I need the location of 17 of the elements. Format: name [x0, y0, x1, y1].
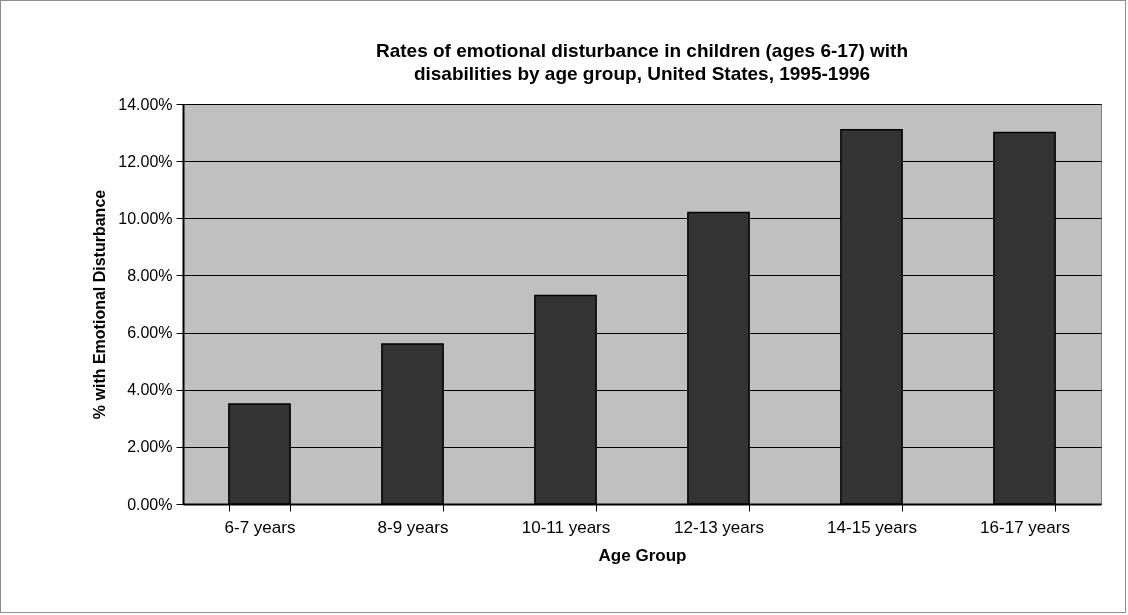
- y-tick-label: 8.00%: [127, 266, 173, 284]
- x-axis-title: Age Group: [598, 545, 687, 565]
- y-axis-title: % with Emotional Disturbance: [91, 189, 109, 420]
- y-tick-label: 6.00%: [127, 324, 173, 342]
- x-tick-label: 14-15 years: [827, 517, 917, 537]
- x-tick-label: 6-7 years: [224, 517, 296, 537]
- y-tick-label: 0.00%: [127, 495, 173, 513]
- x-tick-label: 12-13 years: [674, 517, 764, 537]
- y-tick-label: 14.00%: [118, 95, 173, 113]
- x-tick-label: 16-17 years: [980, 517, 1070, 537]
- x-tick-label: 8-9 years: [377, 517, 449, 537]
- y-tick-label: 2.00%: [127, 438, 173, 456]
- x-tick-label: 10-11 years: [521, 517, 611, 537]
- y-tick-label: 10.00%: [118, 209, 173, 227]
- chart-title: Rates of emotional disturbance in children (ages 6-17) with disabilities by age group, United States, 1995-1996: [375, 40, 909, 84]
- y-tick-label: 4.00%: [127, 381, 173, 399]
- y-tick-label: 12.00%: [118, 152, 173, 170]
